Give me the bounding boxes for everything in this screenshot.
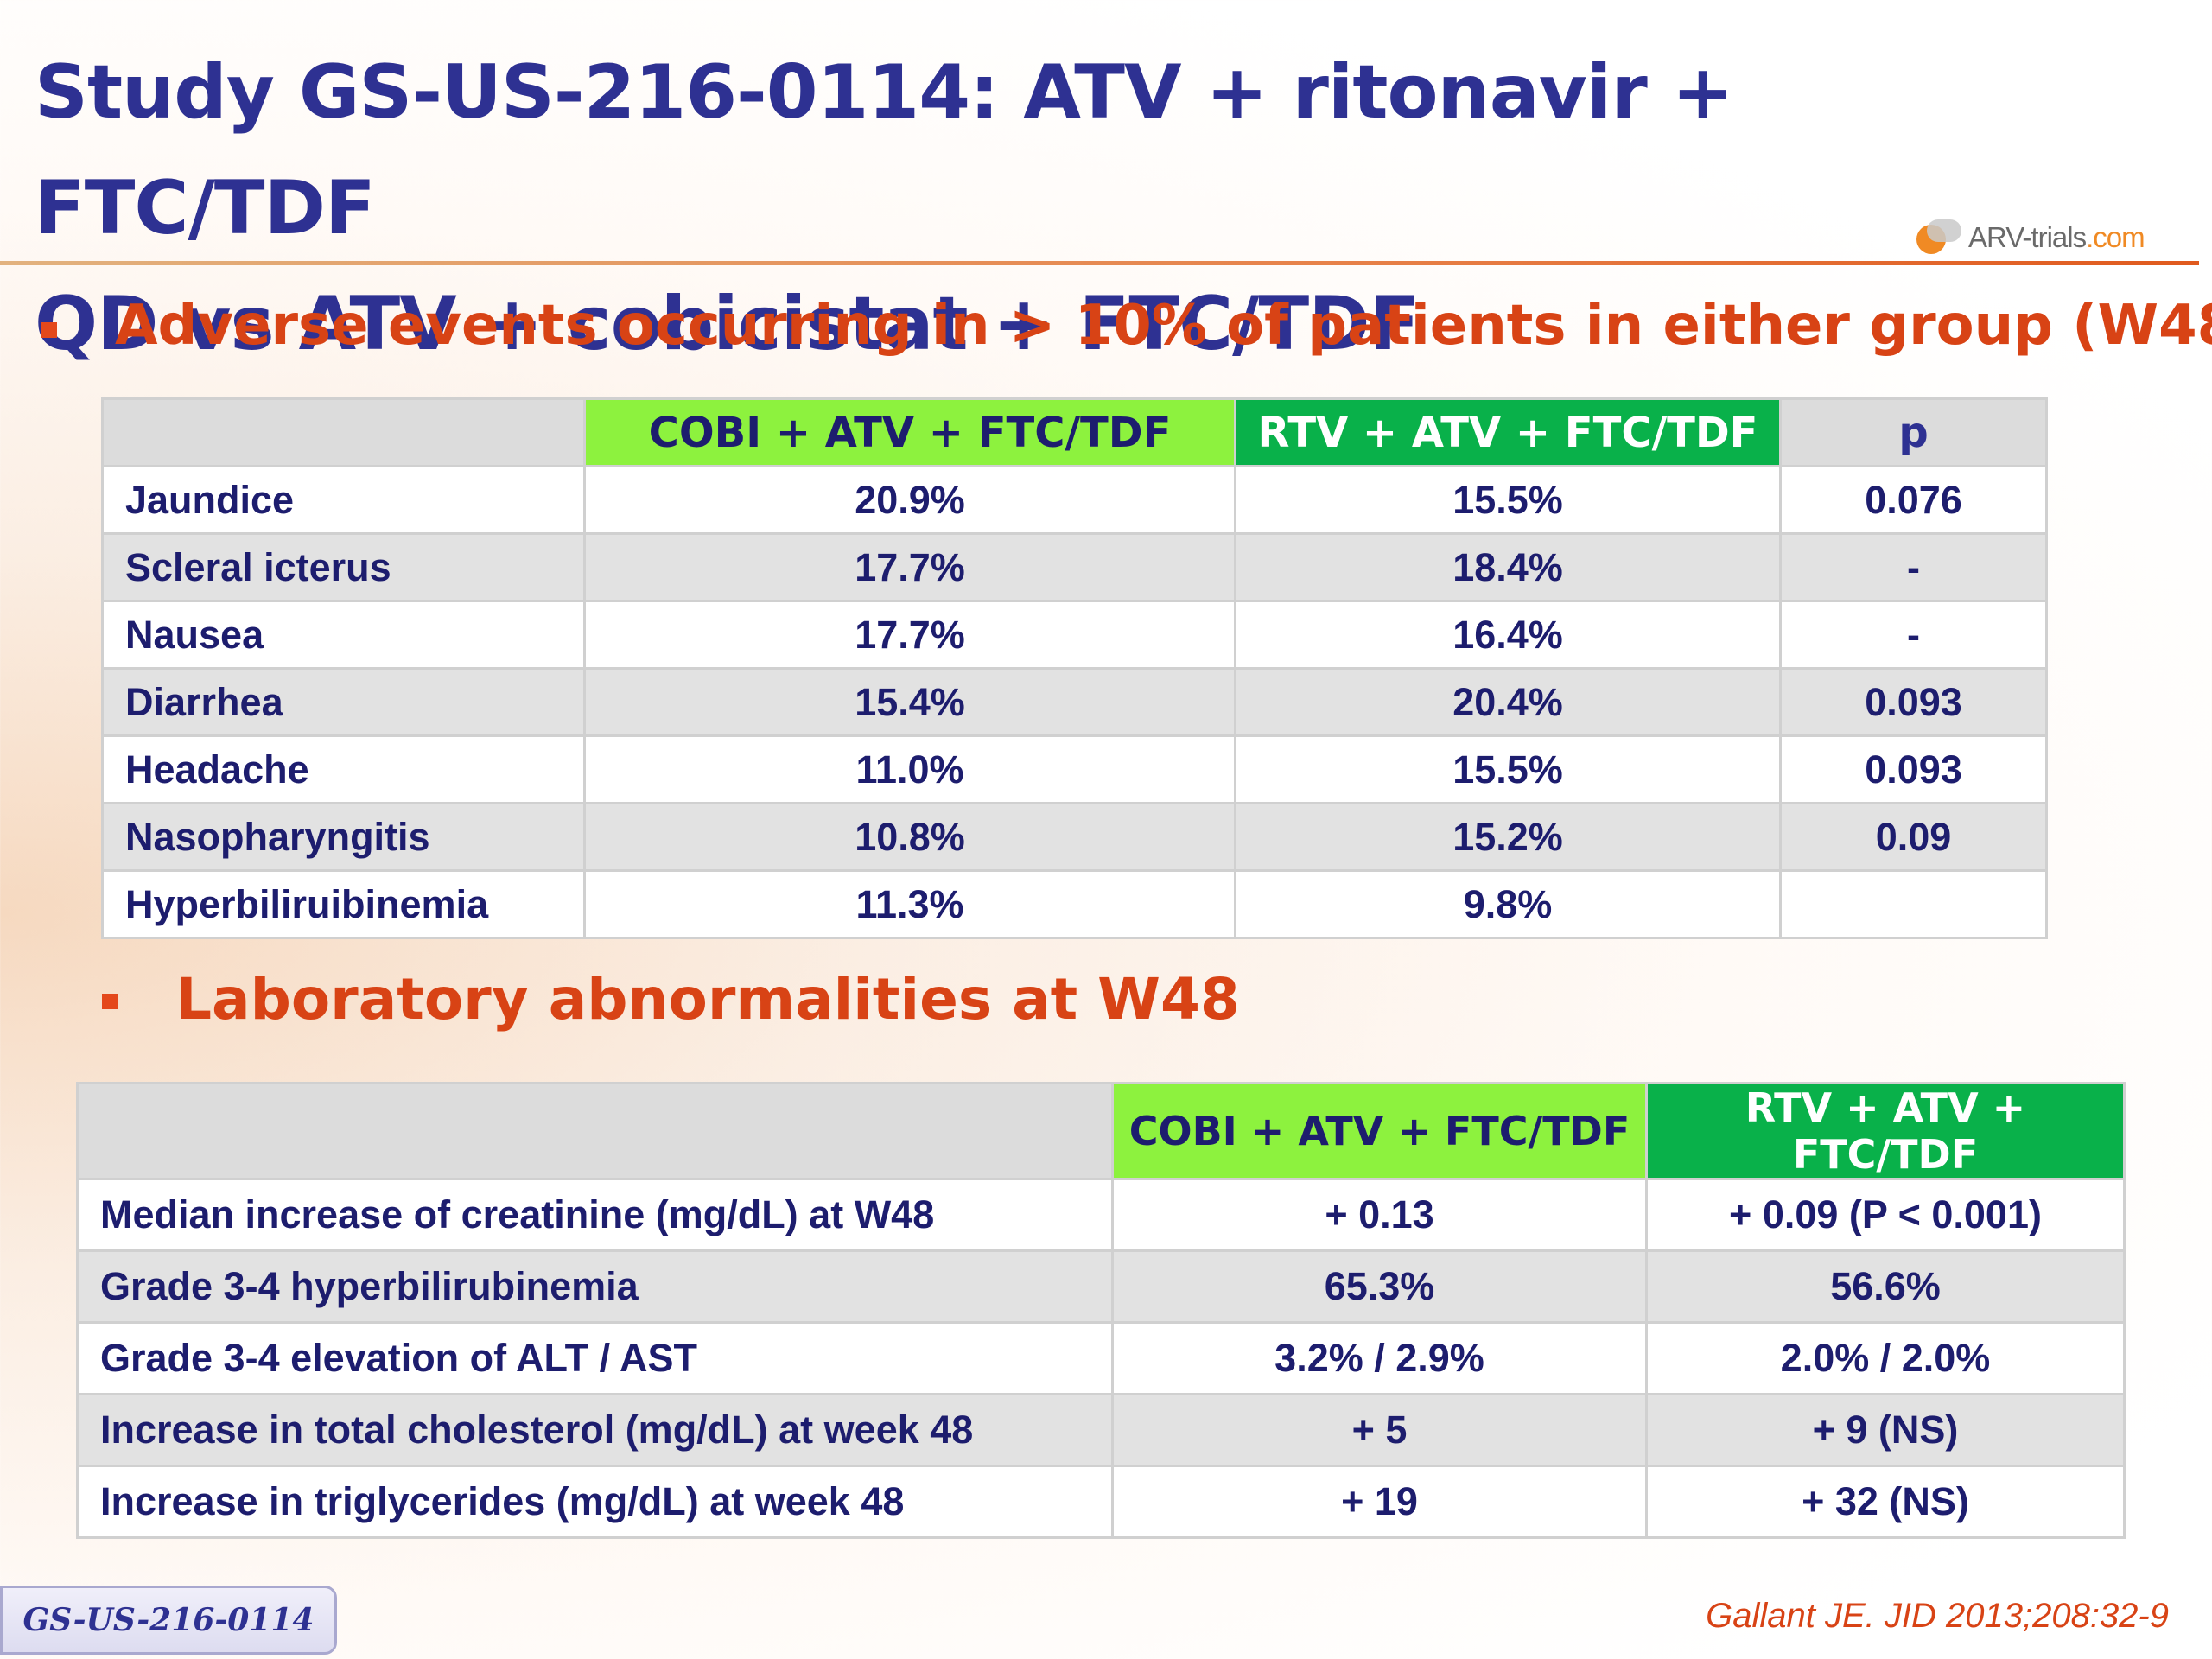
table-header-row: COBI + ATV + FTC/TDF RTV + ATV + FTC/TDF… [101, 397, 2048, 467]
header-rtv: RTV + ATV + FTC/TDF [1645, 1082, 2126, 1180]
p-value: - [1779, 532, 2048, 602]
row-label: Hyperbiliruibinemia [101, 869, 586, 939]
study-id-badge: GS-US-216-0114 [0, 1586, 337, 1655]
rtv-value: 18.4% [1234, 532, 1782, 602]
row-label: Nausea [101, 600, 586, 670]
lab-abnormalities-table: COBI + ATV + FTC/TDF RTV + ATV + FTC/TDF… [76, 1082, 2126, 1539]
cobi-value: 11.3% [583, 869, 1236, 939]
adverse-events-heading: Adverse events occurring in > 10% of pat… [115, 294, 2212, 358]
table-row: Scleral icterus 17.7% 18.4% - [101, 532, 2048, 602]
title-line-1: Study GS-US-216-0114: ATV + ritonavir + … [35, 49, 1734, 251]
row-label: Median increase of creatinine (mg/dL) at… [76, 1178, 1114, 1252]
table-row: Increase in total cholesterol (mg/dL) at… [76, 1393, 2126, 1467]
table-row: Jaundice 20.9% 15.5% 0.076 [101, 465, 2048, 535]
cobi-value: + 5 [1111, 1393, 1648, 1467]
bullet-square-icon [41, 322, 57, 338]
row-label: Jaundice [101, 465, 586, 535]
table-row: Grade 3-4 hyperbilirubinemia 65.3% 56.6% [76, 1249, 2126, 1324]
table-row: Grade 3-4 elevation of ALT / AST 3.2% / … [76, 1321, 2126, 1395]
table-row: Median increase of creatinine (mg/dL) at… [76, 1178, 2126, 1252]
title-line-2: QD vs ATV + cobicistat + FTC/TDF [35, 281, 1420, 367]
cobi-value: 15.4% [583, 667, 1236, 737]
header-cobi: COBI + ATV + FTC/TDF [583, 397, 1236, 467]
rtv-value: 56.6% [1645, 1249, 2126, 1324]
header-rtv: RTV + ATV + FTC/TDF [1234, 397, 1782, 467]
table-row: Hyperbiliruibinemia 11.3% 9.8% [101, 869, 2048, 939]
cobi-value: 3.2% / 2.9% [1111, 1321, 1648, 1395]
p-value: - [1779, 600, 2048, 670]
rtv-value: + 9 (NS) [1645, 1393, 2126, 1467]
rtv-value: + 32 (NS) [1645, 1465, 2126, 1539]
header-blank-cell [76, 1082, 1114, 1180]
rtv-value: 20.4% [1234, 667, 1782, 737]
table-row: Nausea 17.7% 16.4% - [101, 600, 2048, 670]
cobi-value: 65.3% [1111, 1249, 1648, 1324]
row-label: Increase in triglycerides (mg/dL) at wee… [76, 1465, 1114, 1539]
rtv-value: + 0.09 (P < 0.001) [1645, 1178, 2126, 1252]
cobi-value: 20.9% [583, 465, 1236, 535]
citation: Gallant JE. JID 2013;208:32-9 [1706, 1597, 2169, 1635]
header-p: p [1779, 397, 2048, 467]
row-label: Nasopharyngitis [101, 802, 586, 872]
cobi-value: 11.0% [583, 734, 1236, 804]
rtv-value: 16.4% [1234, 600, 1782, 670]
cobi-value: + 19 [1111, 1465, 1648, 1539]
arv-trials-logo: ARV-trials.com [1916, 216, 2180, 259]
lab-abnormalities-heading: Laboratory abnormalities at W48 [175, 966, 1240, 1033]
title-divider [0, 261, 2199, 265]
row-label: Grade 3-4 elevation of ALT / AST [76, 1321, 1114, 1395]
table-row: Diarrhea 15.4% 20.4% 0.093 [101, 667, 2048, 737]
cobi-value: 17.7% [583, 532, 1236, 602]
cobi-value: 10.8% [583, 802, 1236, 872]
p-value: 0.093 [1779, 667, 2048, 737]
slide-title: Study GS-US-216-0114: ATV + ritonavir + … [35, 35, 2091, 382]
header-cobi: COBI + ATV + FTC/TDF [1111, 1082, 1648, 1180]
table-header-row: COBI + ATV + FTC/TDF RTV + ATV + FTC/TDF [76, 1082, 2126, 1180]
p-value: 0.093 [1779, 734, 2048, 804]
table-row: Increase in triglycerides (mg/dL) at wee… [76, 1465, 2126, 1539]
logo-text: ARV-trials.com [1968, 221, 2145, 253]
row-label: Grade 3-4 hyperbilirubinemia [76, 1249, 1114, 1324]
header-blank-cell [101, 397, 586, 467]
table-row: Nasopharyngitis 10.8% 15.2% 0.09 [101, 802, 2048, 872]
bullet-square-icon [102, 994, 118, 1009]
rtv-value: 9.8% [1234, 869, 1782, 939]
rtv-value: 15.5% [1234, 465, 1782, 535]
rtv-value: 2.0% / 2.0% [1645, 1321, 2126, 1395]
table-row: Headache 11.0% 15.5% 0.093 [101, 734, 2048, 804]
cobi-value: + 0.13 [1111, 1178, 1648, 1252]
adverse-events-table: COBI + ATV + FTC/TDF RTV + ATV + FTC/TDF… [101, 397, 2048, 939]
pill-logo-icon [1916, 219, 1963, 256]
row-label: Diarrhea [101, 667, 586, 737]
rtv-value: 15.2% [1234, 802, 1782, 872]
row-label: Increase in total cholesterol (mg/dL) at… [76, 1393, 1114, 1467]
rtv-value: 15.5% [1234, 734, 1782, 804]
p-value [1779, 869, 2048, 939]
row-label: Scleral icterus [101, 532, 586, 602]
cobi-value: 17.7% [583, 600, 1236, 670]
p-value: 0.076 [1779, 465, 2048, 535]
row-label: Headache [101, 734, 586, 804]
p-value: 0.09 [1779, 802, 2048, 872]
